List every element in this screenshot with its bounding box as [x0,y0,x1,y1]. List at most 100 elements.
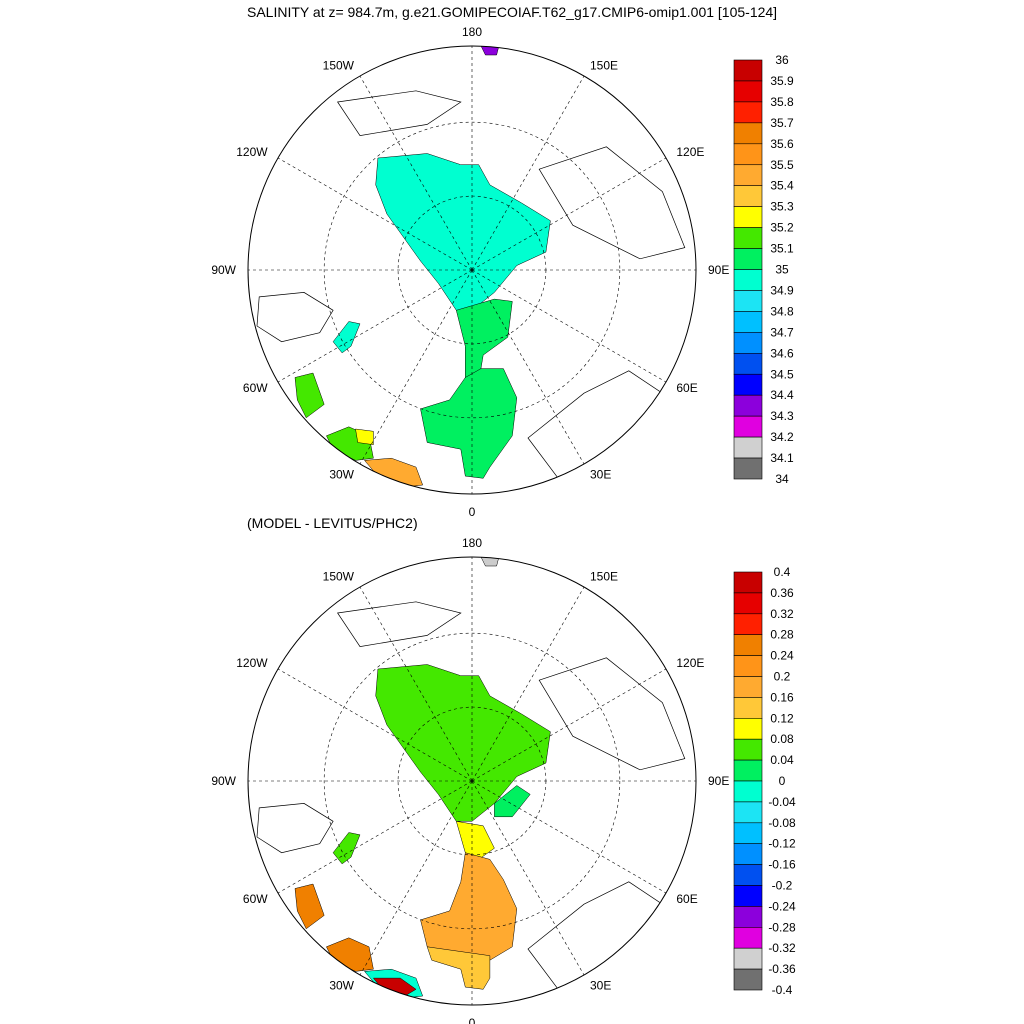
colorbar-tick-label: -0.16 [768,858,796,872]
longitude-label: 180 [462,25,482,39]
colorbar-swatch [733,801,763,824]
colorbar-tick-label: 35.4 [770,179,794,193]
colorbar-tick-label: 35 [775,263,789,277]
region-bering-sea [480,557,500,567]
colorbar-tick-label: 34 [775,472,789,486]
colorbar-swatch [733,59,763,82]
coastline [527,881,663,995]
region-baffin-bay [332,832,361,865]
colorbar-swatch [733,206,763,228]
colorbar-swatch [733,227,763,249]
colorbar: 36 35.9 35.8 35.7 35.6 35.5 35.4 35.3 35.2 35.1 35… [733,53,794,486]
region-greenland-sea [420,852,518,961]
colorbar-swatch [733,269,763,291]
longitude-label: 150E [590,570,618,584]
colorbar-tick-label: 0.24 [770,649,794,663]
colorbar-swatch [733,185,763,207]
region-norwegian-sea [426,946,491,990]
map-content [248,557,696,1005]
region-eurasian-basin [455,298,513,383]
colorbar-tick-label: 35.7 [770,116,794,130]
colorbar-tick-label: 35.3 [770,200,794,214]
longitude-label: 30E [590,467,611,481]
coastline [527,370,663,484]
colorbar-tick-label: 34.5 [770,367,794,381]
region-north-atlantic [363,457,424,488]
colorbar-swatch [733,843,763,865]
region-labrador-sea [294,883,325,930]
coastline [256,292,334,343]
colorbar-swatch [733,415,763,438]
colorbar-tick-label: 34.4 [770,388,794,402]
longitude-label: 60E [676,892,697,906]
colorbar-tick-label: -0.4 [772,983,793,997]
coastline [337,90,462,136]
colorbar-swatch [733,143,763,166]
colorbar-tick-label: 0.04 [770,753,794,767]
colorbar-swatch [733,926,763,949]
region-canadian-basin [375,153,551,311]
colorbar-swatch [733,655,763,677]
meridian-line [471,157,667,271]
meridian-line [277,780,473,894]
region-eurasian-basin [494,785,531,818]
colorbar-tick-label: 36 [775,53,789,67]
colorbar-tick-label: 35.8 [770,95,794,109]
colorbar-swatch [733,947,763,970]
longitude-label: 120W [236,656,268,670]
coastline [538,146,686,260]
colorbar-swatch [733,80,763,103]
colorbar-tick-label: 34.9 [770,283,794,297]
map-border [247,556,697,1006]
colorbar-swatch [733,373,763,396]
region-labrador-sea [294,372,325,419]
colorbar-tick-label: -0.08 [768,816,796,830]
meridian-line [359,269,473,465]
coastline [256,803,334,854]
colorbar-swatch [733,332,763,354]
colorbar-tick-label: 34.2 [770,430,794,444]
coastline [538,657,686,771]
colorbar-tick-label: 0.36 [770,586,794,600]
longitude-label: 60E [676,381,697,395]
longitude-label: 150W [323,570,355,584]
colorbar-tick-label: 0.4 [774,565,791,579]
colorbar-tick-label: 35.6 [770,137,794,151]
coastline [337,601,462,647]
map-panel-2: 180 150E 120E 90E 60E 30E 0 30W 60W 90W 120W 150W 0.… [211,536,796,1024]
meridian-line [471,75,585,271]
meridian-line [359,586,473,782]
longitude-label: 0 [469,505,476,519]
longitude-label: 120E [676,145,704,159]
colorbar-tick-label: -0.36 [768,962,796,976]
colorbar-swatch [733,352,763,375]
colorbar-tick-label: 0 [779,774,786,788]
colorbar: 0.4 0.36 0.32 0.28 0.24 0.2 0.16 0.12 0.08 0.04 0 -… [733,565,796,997]
longitude-label: 60W [243,892,268,906]
colorbar-tick-label: 35.1 [770,242,794,256]
colorbar-swatch [733,864,763,886]
longitude-label: 150W [323,59,355,73]
longitude-label: 180 [462,536,482,550]
meridian-line [359,75,473,271]
colorbar-swatch [733,717,763,740]
colorbar-tick-label: -0.2 [772,879,793,893]
colorbar-swatch [733,906,763,928]
colorbar-tick-label: 0.2 [774,670,791,684]
diff-subtitle: (MODEL - LEVITUS/PHC2) [247,515,418,531]
region-fram-strait [455,820,495,860]
longitude-label: 30E [590,978,611,992]
colorbar-swatch [733,759,763,782]
colorbar-swatch [733,101,763,124]
colorbar-swatch [733,592,763,615]
meridian-line [471,780,667,894]
map-panel-1: 180 150E 120E 90E 60E 30E 0 30W 60W 90W 120W 150W 36… [211,25,794,519]
longitude-label: 120E [676,656,704,670]
main-title: SALINITY at z= 984.7m, g.e21.GOMIPECOIAF… [247,4,778,20]
map-border [247,45,697,495]
colorbar-swatch [733,968,763,991]
colorbar-tick-label: 0.32 [770,607,794,621]
longitude-label: 90W [211,774,236,788]
longitude-label: 150E [590,59,618,73]
